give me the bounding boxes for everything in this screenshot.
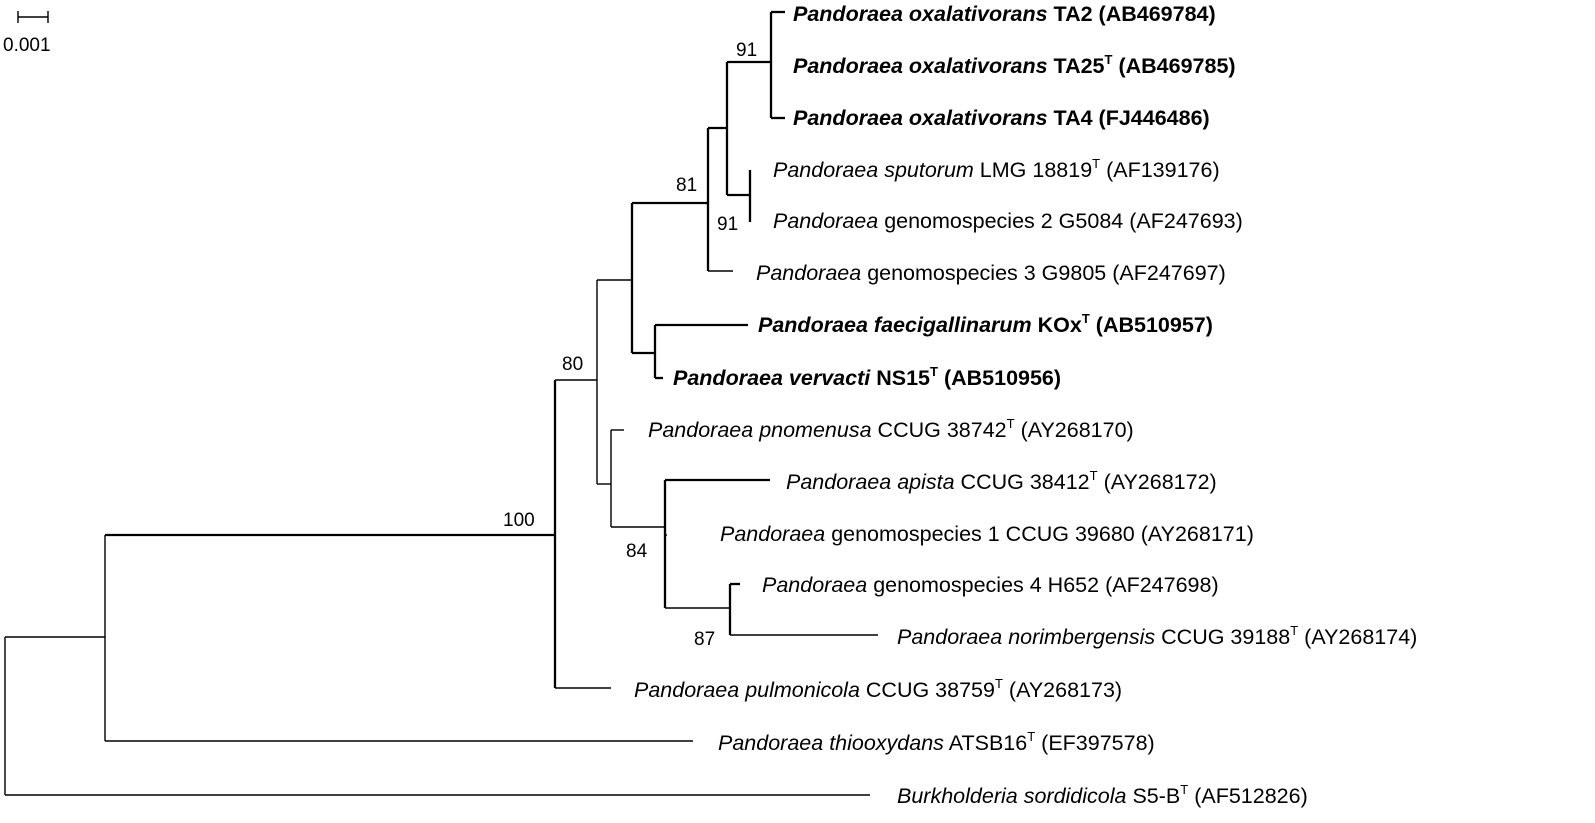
- taxon-strain: ATSB16: [949, 731, 1028, 755]
- taxon-label: Pandoraea norimbergensis CCUG 39188T (AY…: [897, 623, 1417, 649]
- type-strain-mark: T: [1092, 156, 1100, 171]
- bootstrap-value: 91: [717, 214, 738, 235]
- taxon-accession: (AY268173): [1009, 678, 1122, 702]
- type-strain-mark: T: [995, 676, 1003, 691]
- taxon-epithet: oxalativorans: [909, 106, 1048, 130]
- taxon-labels: Pandoraea oxalativorans TA2 (AB469784)Pa…: [634, 2, 1417, 808]
- taxon-epithet: apista: [897, 470, 954, 494]
- taxon-strain: genomospecies 2 G5084: [884, 209, 1123, 233]
- taxon-label: Pandoraea vervacti NS15T (AB510956): [673, 364, 1061, 390]
- taxon-strain: genomospecies 4 H652: [873, 573, 1099, 597]
- taxon-label: Pandoraea thiooxydans ATSB16T (EF397578): [718, 729, 1155, 755]
- type-strain-mark: T: [1090, 468, 1098, 483]
- taxon-genus: Pandoraea: [756, 261, 861, 285]
- taxon-accession: (AF247697): [1112, 261, 1226, 285]
- taxon-epithet: sordidicola: [1024, 784, 1127, 808]
- taxon-accession: (AB510956): [944, 366, 1061, 390]
- taxon-accession: (AF247693): [1129, 209, 1243, 233]
- type-strain-mark: T: [930, 364, 938, 379]
- taxon-genus: Pandoraea: [762, 573, 867, 597]
- taxon-label: Pandoraea pnomenusa CCUG 38742T (AY26817…: [648, 416, 1134, 442]
- taxon-label: Pandoraea apista CCUG 38412T (AY268172): [786, 468, 1217, 494]
- taxon-strain: CCUG 38412: [961, 470, 1090, 494]
- taxon-epithet: faecigallinarum: [874, 313, 1032, 337]
- tree-branches: [4, 10, 878, 796]
- taxon-label: Pandoraea pulmonicola CCUG 38759T (AY268…: [634, 676, 1122, 702]
- taxon-genus: Pandoraea: [786, 470, 891, 494]
- taxon-strain: genomospecies 3 G9805: [867, 261, 1106, 285]
- type-strain-mark: T: [1082, 311, 1090, 326]
- bootstrap-value: 91: [736, 40, 757, 61]
- taxon-strain: S5-B: [1132, 784, 1180, 808]
- taxon-genus: Pandoraea: [793, 54, 903, 78]
- taxon-label: Pandoraea genomospecies 1 CCUG 39680 (AY…: [720, 522, 1254, 546]
- taxon-epithet: sputorum: [884, 158, 974, 182]
- taxon-strain: CCUG 38742: [878, 418, 1007, 442]
- taxon-strain: TA2: [1054, 2, 1093, 26]
- taxon-label: Pandoraea genomospecies 4 H652 (AF247698…: [762, 573, 1219, 597]
- bootstrap-value: 100: [503, 510, 535, 531]
- taxon-genus: Pandoraea: [758, 313, 868, 337]
- taxon-accession: (AY268172): [1104, 470, 1217, 494]
- taxon-label: Pandoraea genomospecies 2 G5084 (AF24769…: [773, 209, 1243, 233]
- taxon-strain: TA4: [1054, 106, 1093, 130]
- taxon-genus: Pandoraea: [648, 418, 753, 442]
- taxon-accession: (AF247698): [1105, 573, 1219, 597]
- taxon-epithet: oxalativorans: [909, 54, 1048, 78]
- taxon-label: Pandoraea genomospecies 3 G9805 (AF24769…: [756, 261, 1226, 285]
- taxon-accession: (AB469784): [1099, 2, 1216, 26]
- taxon-epithet: norimbergensis: [1008, 625, 1155, 649]
- taxon-strain: genomospecies 1 CCUG 39680: [831, 522, 1135, 546]
- taxon-genus: Burkholderia: [897, 784, 1018, 808]
- type-strain-mark: T: [1105, 52, 1113, 67]
- type-strain-mark: T: [1290, 623, 1298, 638]
- taxon-accession: (AB510957): [1096, 313, 1213, 337]
- bootstrap-value: 81: [676, 175, 697, 196]
- taxon-epithet: pnomenusa: [758, 418, 871, 442]
- taxon-strain: TA25: [1054, 54, 1105, 78]
- taxon-label: Burkholderia sordidicola S5-BT (AF512826…: [897, 782, 1308, 808]
- bootstrap-values: 100 80 81 91 91 84 87: [503, 40, 757, 650]
- taxon-strain: CCUG 38759: [866, 678, 995, 702]
- taxon-accession: (AF139176): [1106, 158, 1220, 182]
- taxon-epithet: thiooxydans: [829, 731, 944, 755]
- taxon-genus: Pandoraea: [718, 731, 823, 755]
- scale-bar: 0.001: [3, 11, 51, 56]
- taxon-accession: (AY268170): [1021, 418, 1134, 442]
- taxon-strain: LMG 18819: [980, 158, 1092, 182]
- taxon-accession: (FJ446486): [1099, 106, 1210, 130]
- taxon-strain: NS15: [876, 366, 930, 390]
- taxon-label: Pandoraea oxalativorans TA25T (AB469785): [793, 52, 1236, 78]
- taxon-genus: Pandoraea: [793, 2, 903, 26]
- taxon-accession: (AF512826): [1194, 784, 1308, 808]
- taxon-strain: CCUG 39188: [1161, 625, 1290, 649]
- bootstrap-value: 80: [562, 354, 583, 375]
- taxon-epithet: oxalativorans: [909, 2, 1048, 26]
- taxon-label: Pandoraea oxalativorans TA2 (AB469784): [793, 2, 1216, 26]
- taxon-genus: Pandoraea: [773, 158, 878, 182]
- taxon-accession: (AY268171): [1141, 522, 1254, 546]
- taxon-accession: (AY268174): [1304, 625, 1417, 649]
- taxon-genus: Pandoraea: [793, 106, 903, 130]
- type-strain-mark: T: [1007, 416, 1015, 431]
- type-strain-mark: T: [1027, 729, 1035, 744]
- type-strain-mark: T: [1180, 782, 1188, 797]
- taxon-epithet: vervacti: [789, 366, 871, 390]
- taxon-strain: KOx: [1038, 313, 1082, 337]
- taxon-accession: (AB469785): [1118, 54, 1235, 78]
- taxon-accession: (EF397578): [1041, 731, 1155, 755]
- bootstrap-value: 87: [694, 629, 715, 650]
- taxon-genus: Pandoraea: [773, 209, 878, 233]
- bootstrap-value: 84: [626, 541, 648, 562]
- scale-bar-label: 0.001: [3, 35, 51, 56]
- taxon-genus: Pandoraea: [720, 522, 825, 546]
- taxon-epithet: pulmonicola: [744, 678, 860, 702]
- taxon-label: Pandoraea oxalativorans TA4 (FJ446486): [793, 106, 1210, 130]
- taxon-label: Pandoraea sputorum LMG 18819T (AF139176): [773, 156, 1220, 182]
- taxon-genus: Pandoraea: [634, 678, 739, 702]
- taxon-genus: Pandoraea: [897, 625, 1002, 649]
- taxon-label: Pandoraea faecigallinarum KOxT (AB510957…: [758, 311, 1213, 337]
- taxon-genus: Pandoraea: [673, 366, 783, 390]
